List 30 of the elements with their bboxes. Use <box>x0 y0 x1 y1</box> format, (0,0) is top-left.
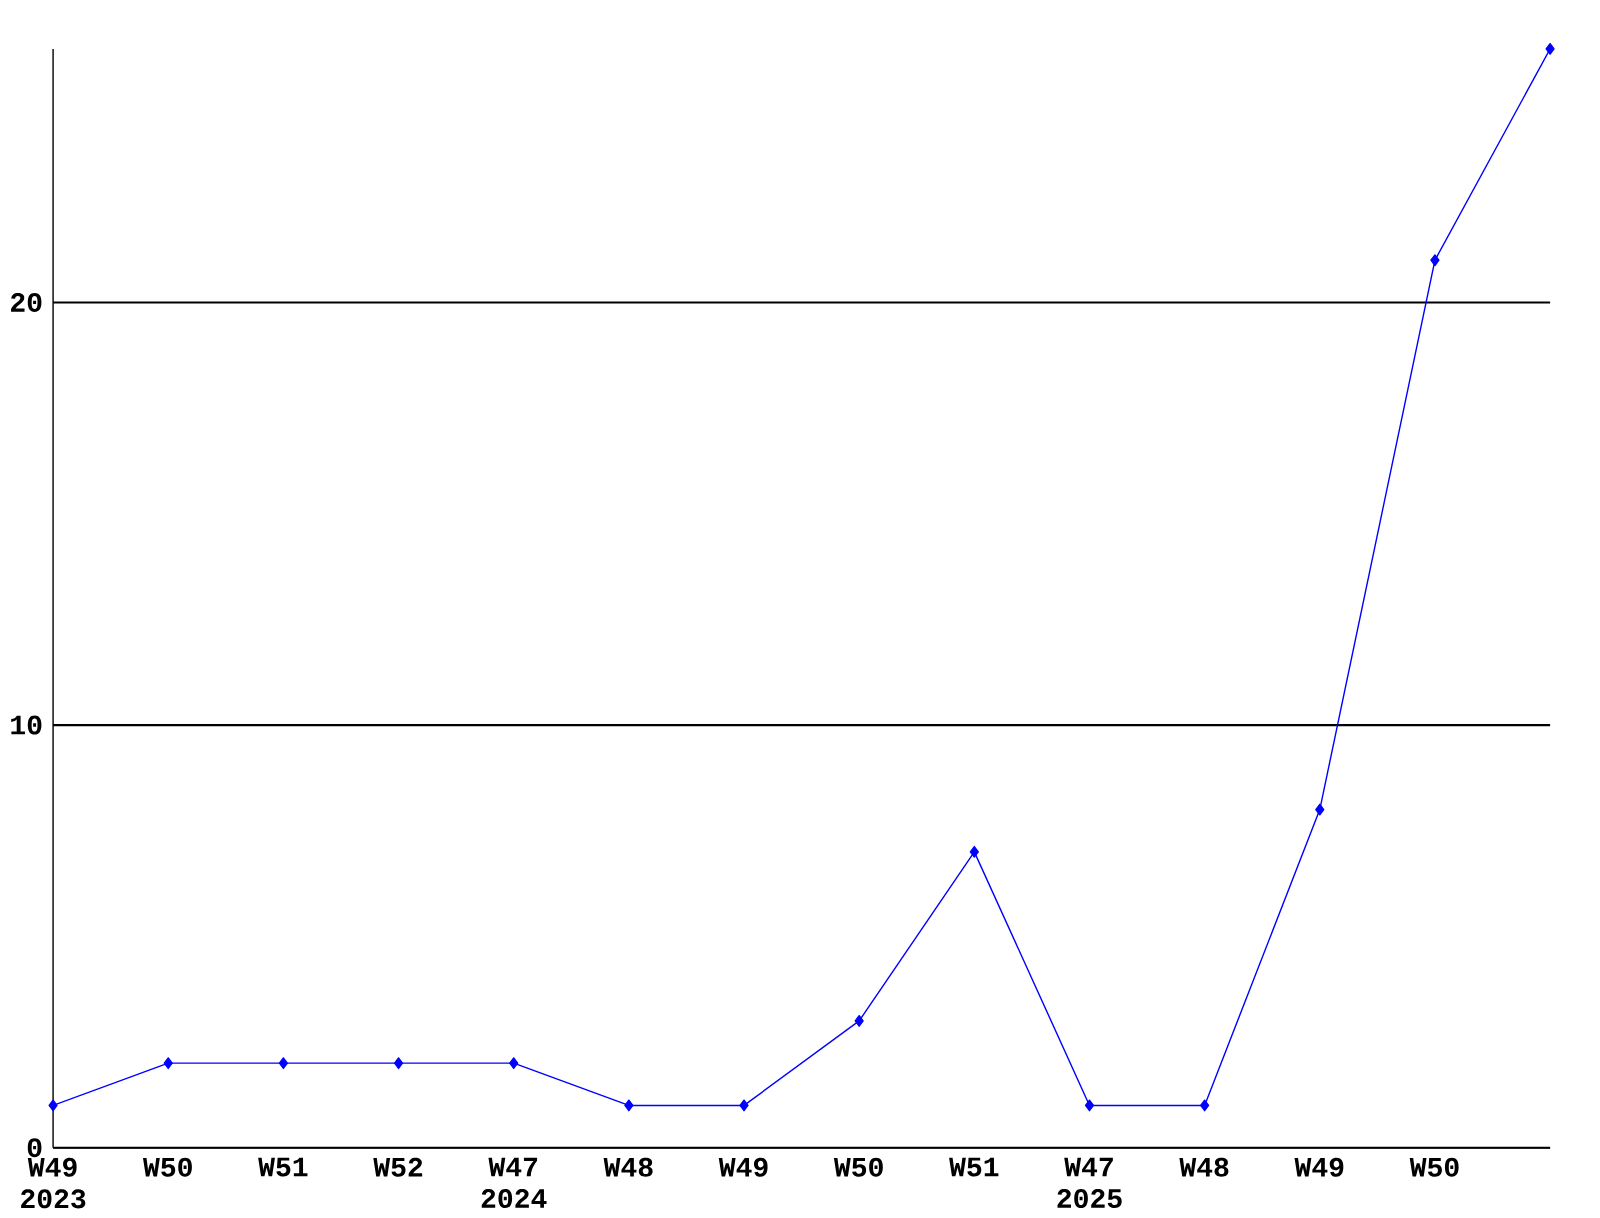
x-tick-label: W51 <box>258 1157 308 1177</box>
y-tick-label: 20 <box>11 293 42 313</box>
x-tick-label: W50 <box>142 1157 192 1177</box>
y-tick-label: 10 <box>11 715 42 735</box>
y-tick-label: 0 <box>27 1138 42 1158</box>
x-tick-label: W49 <box>718 1157 768 1177</box>
point <box>1545 43 1555 55</box>
x-tick-label: W48 <box>1179 1157 1229 1177</box>
point <box>1084 1099 1095 1112</box>
x-tick-label: W47 2024 <box>481 1157 547 1209</box>
x-tick-label: W50 <box>833 1157 883 1177</box>
x-tick-label: W47 2025 <box>1057 1157 1122 1209</box>
point <box>393 1057 404 1070</box>
x-tick-label: W49 2023 <box>21 1157 86 1209</box>
point <box>163 1057 173 1070</box>
point <box>969 846 979 858</box>
x-tick-label: W52 <box>373 1157 423 1177</box>
point <box>48 1099 58 1112</box>
x-tick-label: W49 <box>1294 1157 1344 1177</box>
point <box>1430 254 1440 267</box>
point <box>1315 803 1325 816</box>
point <box>1199 1099 1210 1112</box>
point <box>739 1099 749 1112</box>
point <box>278 1057 289 1070</box>
point <box>854 1015 864 1027</box>
point <box>509 1057 519 1070</box>
x-tick-label: W50 <box>1409 1157 1459 1177</box>
x-tick-label: W48 <box>603 1157 653 1177</box>
x-tick-label: W51 <box>949 1157 999 1177</box>
point <box>624 1099 634 1112</box>
